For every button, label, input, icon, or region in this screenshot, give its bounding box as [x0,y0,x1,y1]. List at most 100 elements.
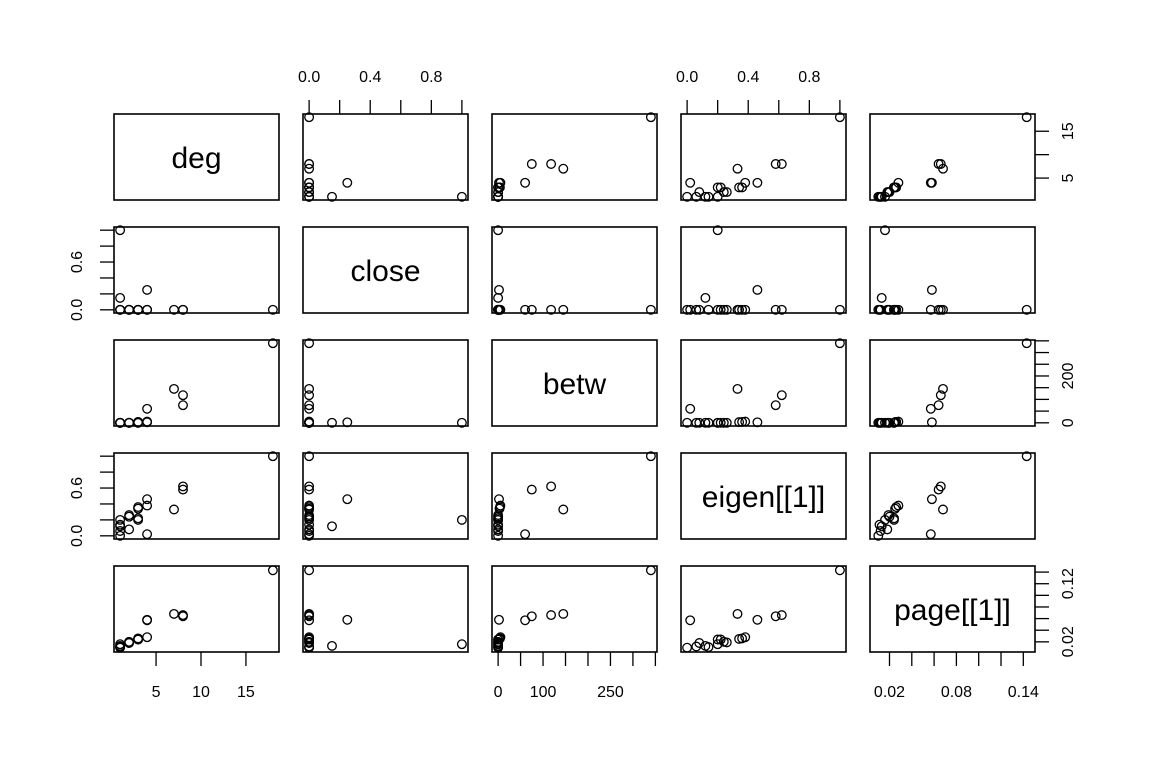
data-point [770,611,781,622]
panel-frame [680,565,847,653]
data-point [770,159,781,169]
scatter-panel-r2-c1 [302,338,469,428]
data-point [142,494,153,505]
data-point [493,530,504,541]
diagonal-panel-1: close [302,226,469,314]
data-point [1021,338,1032,349]
data-point [703,304,714,315]
data-point [645,112,656,123]
data-point [520,304,531,315]
right-axis-betw: 0 200 [1035,340,1077,427]
data-point [124,510,135,521]
data-point [304,530,315,541]
data-point [115,225,126,236]
panel-frame [302,226,469,314]
panel-frame [491,113,658,201]
data-point [304,565,315,576]
data-point [142,403,153,414]
data-point [776,304,787,315]
data-point [734,417,745,428]
data-point [493,519,504,530]
data-point [752,177,763,188]
data-point [1021,451,1032,462]
data-point [925,529,936,540]
data-point [124,524,135,535]
data-point [691,641,702,652]
panel-frame [113,339,280,427]
data-point [740,304,751,315]
data-point [267,338,278,349]
data-point [875,526,886,536]
variable-label: page[[1]] [894,594,1011,627]
data-point [926,284,937,295]
data-point [770,304,781,315]
data-point [874,304,885,315]
data-point [169,383,179,394]
top-axis-eigen[[1]]: 0.0 0.4 0.8 [676,69,841,114]
data-point [494,284,504,295]
data-point [327,191,337,202]
data-point [734,182,745,193]
data-point [493,304,504,315]
data-point [718,304,729,315]
data-point [721,304,732,315]
right-axis-page[[1]]: 0.02 0.12 [1035,568,1077,657]
data-point [178,390,188,401]
panel-frame [113,565,280,653]
data-point [493,225,504,236]
panel-frame [113,113,280,201]
left-axis-close: 0.0 0.6 [69,229,114,321]
panel-frame [302,452,469,540]
data-point [304,191,315,202]
panel-frame [302,339,469,427]
tick-label: 0.6 [69,477,86,499]
data-point [876,521,887,532]
data-point [732,383,743,394]
data-point [694,638,705,648]
data-point [938,383,948,394]
data-point [715,304,726,315]
data-point [721,637,732,648]
data-point [558,304,569,315]
data-point [304,403,315,414]
scatter-panel-r1-c4 [869,225,1036,315]
data-point [700,292,711,303]
variable-label: deg [171,142,221,175]
data-point [304,642,315,653]
bottom-axis-betw: 0 100 250 [494,652,657,701]
data-point [1021,304,1032,315]
data-point [703,642,714,653]
data-point [115,519,126,530]
data-point [495,177,506,188]
data-point [682,191,693,202]
data-point [304,163,315,174]
data-point [178,484,188,495]
scatter-panel-r1-c2 [491,225,658,315]
scatter-panel-r4-c0 [113,565,280,653]
data-point [115,514,126,525]
data-point [874,519,885,530]
data-point [682,304,693,315]
data-point [520,615,531,626]
data-point [304,514,315,525]
data-point [938,163,948,174]
panel-frame [113,452,280,540]
data-point [874,417,885,428]
data-point [925,177,936,188]
data-point [115,642,126,653]
panel-frame [680,339,847,427]
panel-frame [491,226,658,314]
data-point [115,417,126,428]
data-point [493,182,504,193]
data-point [703,417,714,428]
data-point [267,451,278,462]
data-point [732,608,743,619]
data-point [267,304,278,315]
data-point [456,417,467,428]
data-point [834,565,845,576]
variable-label: betw [543,368,607,401]
scatter-panel-r4-c2 [491,565,658,653]
data-point [933,484,944,495]
panel-frame [491,565,658,653]
panel-frame [869,565,1036,653]
